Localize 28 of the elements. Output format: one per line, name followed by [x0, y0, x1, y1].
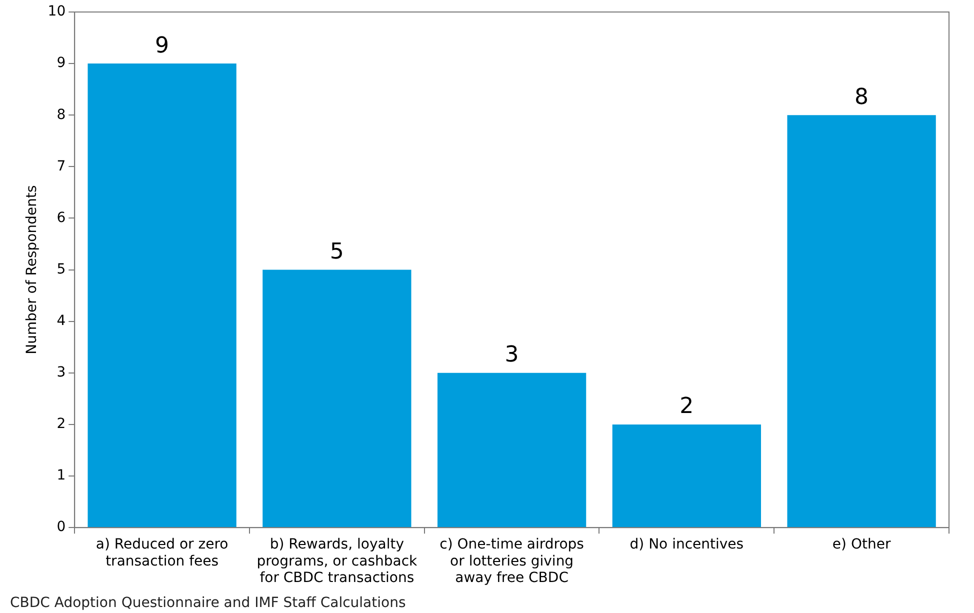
- bar: [88, 64, 236, 528]
- x-tick-label: b) Rewards, loyalty programs, or cashback for CBDC transactions: [256, 536, 418, 586]
- y-tick-label: 0: [56, 519, 66, 536]
- x-tick-label: d) No incentives: [630, 536, 744, 553]
- y-tick-label: 5: [56, 261, 66, 278]
- y-tick-label: 7: [56, 158, 66, 174]
- x-tick-label: c) One-time airdrops or lotteries giving away free CBDC: [440, 536, 584, 586]
- bar: [612, 424, 762, 528]
- data-label: 5: [330, 240, 344, 265]
- data-label: 3: [504, 342, 519, 368]
- data-label: 9: [155, 33, 170, 58]
- y-tick-label: 3: [56, 364, 66, 381]
- bar: [787, 115, 936, 528]
- x-tick-label: a) Reduced or zero transaction fees: [96, 536, 228, 570]
- y-tick-label: 10: [48, 4, 66, 20]
- y-tick-label: 8: [56, 106, 66, 123]
- y-tick-label: 6: [56, 210, 66, 226]
- text: CBDC Adoption Questionnaire and IMF Staff Calculations: [10, 595, 406, 611]
- data-label: 8: [854, 84, 869, 110]
- data-label: 2: [680, 394, 694, 420]
- y-tick-label: 4: [56, 313, 66, 329]
- y-axis-title: Number of Respondents: [24, 185, 40, 354]
- x-tick-label: e) Other: [832, 536, 891, 553]
- y-tick-label: 1: [56, 468, 66, 484]
- y-tick-label: 2: [56, 416, 66, 432]
- y-tick-label: 9: [56, 55, 66, 72]
- bar: [262, 270, 412, 528]
- bar: [437, 372, 586, 528]
